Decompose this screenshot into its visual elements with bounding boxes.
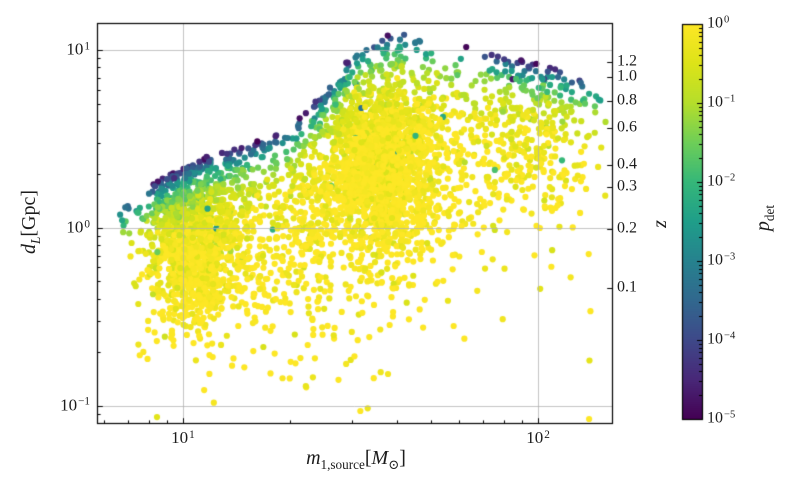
z-tick-label: 1.0 bbox=[617, 67, 637, 85]
math-part: ⊙ bbox=[388, 457, 400, 473]
x-tick-label: 101 bbox=[171, 428, 195, 447]
colorbar-tick-label: 10−1 bbox=[707, 93, 736, 111]
colorbar-label: pdet bbox=[752, 205, 777, 232]
math-part: z bbox=[649, 220, 671, 228]
z-tick-label: 1.2 bbox=[617, 52, 637, 70]
z-tick-label: 0.6 bbox=[617, 118, 637, 136]
colorbar-tick-label: 10−5 bbox=[707, 409, 736, 427]
colorbar-tick-label: 10−3 bbox=[707, 251, 736, 269]
math-part: [Gpc] bbox=[18, 190, 40, 237]
y-tick-label: 101 bbox=[66, 39, 90, 59]
y-axis-label: dL[Gpc] bbox=[18, 190, 43, 254]
z-axis-label: z bbox=[649, 220, 671, 228]
colorbar-tick-label: 10−2 bbox=[707, 172, 736, 190]
math-part: det bbox=[762, 204, 778, 222]
x-tick-label: 102 bbox=[526, 428, 550, 447]
math-part: 1,source bbox=[320, 457, 365, 473]
math-part: M bbox=[371, 447, 389, 469]
math-part: [ bbox=[364, 447, 372, 469]
y-tick-label: 10−1 bbox=[60, 395, 90, 415]
z-tick-label: 0.3 bbox=[617, 177, 637, 195]
z-tick-label: 0.8 bbox=[617, 92, 637, 110]
math-part: d bbox=[18, 243, 40, 254]
math-part: ] bbox=[399, 447, 406, 469]
z-tick-label: 0.1 bbox=[617, 278, 637, 296]
z-tick-label: 0.4 bbox=[617, 155, 637, 173]
math-part: L bbox=[28, 236, 44, 244]
math-part: p bbox=[752, 221, 774, 232]
z-tick-label: 0.2 bbox=[617, 219, 637, 237]
colorbar-tick-label: 100 bbox=[707, 14, 730, 32]
y-tick-label: 100 bbox=[66, 217, 90, 237]
math-part: m bbox=[306, 447, 321, 469]
x-axis-label: m1,source[M⊙] bbox=[306, 447, 406, 471]
colorbar-tick-label: 10−4 bbox=[707, 330, 736, 348]
